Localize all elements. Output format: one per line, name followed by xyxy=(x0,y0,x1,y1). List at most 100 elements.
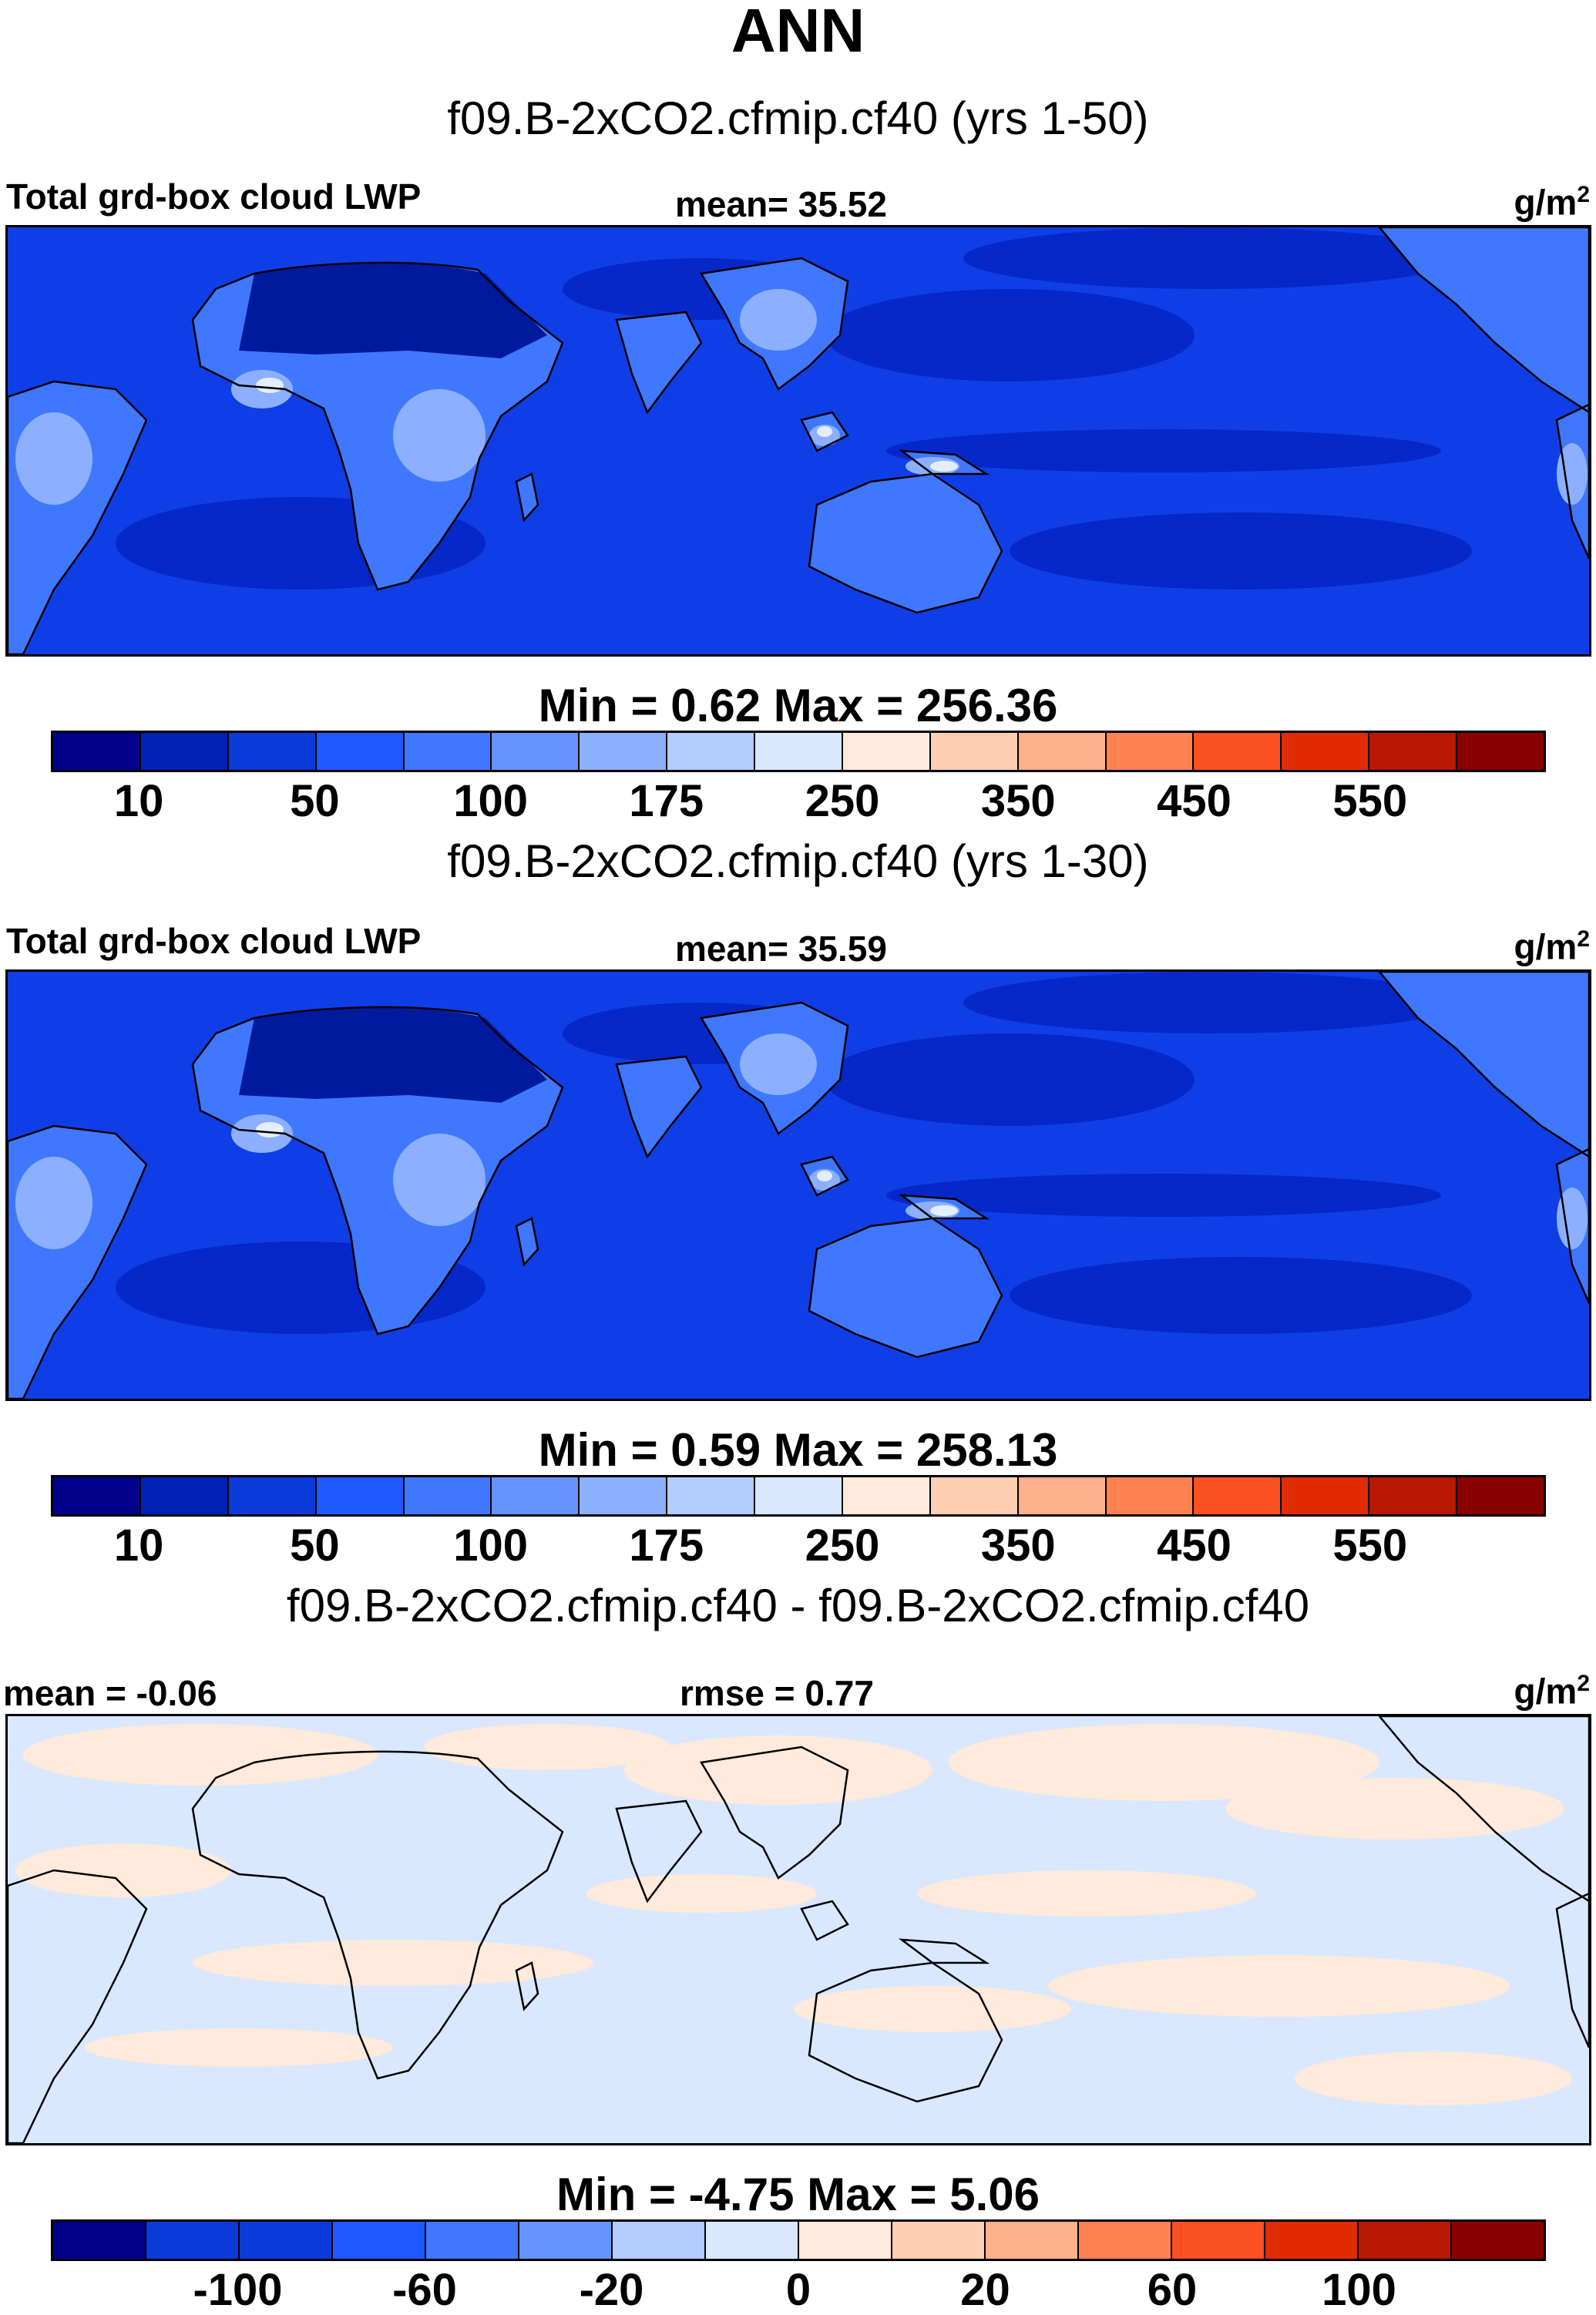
panel2-units: g/m2 xyxy=(1514,926,1590,967)
high-lwp-region xyxy=(740,1033,817,1095)
colorbar-tick-label: 350 xyxy=(980,776,1056,826)
subtropical-ocean-region xyxy=(963,972,1457,1033)
coastline xyxy=(808,1217,1003,1359)
peak-lwp-region xyxy=(256,1122,284,1137)
plot-title: ANN xyxy=(731,0,865,65)
colorbar-swatch xyxy=(755,733,843,770)
panel2-map xyxy=(5,969,1591,1401)
panel1-units: g/m2 xyxy=(1514,182,1590,223)
coastline xyxy=(8,380,148,654)
difference-background xyxy=(8,1716,1589,2143)
colorbar-swatch xyxy=(228,733,317,770)
positive-difference-region xyxy=(624,1735,932,1805)
panel1-subtitle: f09.B-2xCO2.cfmip.cf40 (yrs 1-50) xyxy=(447,92,1149,144)
colorbar-swatch xyxy=(1369,733,1457,770)
colorbar-swatch xyxy=(140,733,229,770)
colorbar-tick-label: 250 xyxy=(805,776,880,826)
coastline xyxy=(8,1124,148,1399)
colorbar-tick-label: 50 xyxy=(290,1520,340,1571)
colorbar-tick-label: 550 xyxy=(1332,1520,1408,1571)
panel1-variable-label: Total grd-box cloud LWP xyxy=(6,176,422,217)
panel2-minmax: Min = 0.59 Max = 258.13 xyxy=(538,1424,1058,1476)
panel2-colorbar xyxy=(51,1475,1546,1517)
coastline xyxy=(808,472,1003,614)
panel3-colorbar xyxy=(51,2219,1546,2261)
dry-desert-field xyxy=(239,1007,547,1103)
colorbar-swatch xyxy=(1282,1477,1370,1514)
colorbar-swatch xyxy=(930,1477,1019,1514)
colorbar-tick-label: 175 xyxy=(629,776,704,826)
high-lwp-region xyxy=(740,289,817,351)
colorbar-tick-label: 100 xyxy=(453,776,528,826)
colorbar-swatch xyxy=(667,733,755,770)
panel3-rmse-label: rmse = 0.77 xyxy=(680,1673,874,1713)
colorbar-tick-label: 50 xyxy=(290,776,340,826)
high-lwp-region xyxy=(15,412,92,505)
colorbar-tick-label: 450 xyxy=(1157,1520,1231,1571)
colorbar-swatch xyxy=(492,1477,580,1514)
subtropical-ocean-region xyxy=(825,1033,1194,1126)
colorbar-swatch xyxy=(519,2222,613,2259)
positive-difference-region xyxy=(15,1843,231,1897)
coastline xyxy=(515,1961,539,2011)
colorbar-tick-label: 100 xyxy=(1322,2265,1396,2315)
coastline xyxy=(1555,1892,1589,2048)
peak-lwp-region xyxy=(817,1171,832,1181)
colorbar-swatch xyxy=(580,733,668,770)
coastline xyxy=(615,311,703,415)
coastline xyxy=(191,1750,564,2080)
colorbar-tick-label: 20 xyxy=(960,2265,1010,2315)
colorbar-tick-label: 250 xyxy=(805,1520,880,1571)
positive-difference-region xyxy=(424,1724,670,1770)
land-field xyxy=(809,474,1002,613)
colorbar-swatch xyxy=(1265,2222,1359,2259)
colorbar-swatch xyxy=(492,733,580,770)
positive-difference-region xyxy=(1225,1778,1564,1840)
panel1-minmax: Min = 0.62 Max = 256.36 xyxy=(538,680,1058,731)
positive-difference-region xyxy=(794,1986,1071,2032)
peak-lwp-region xyxy=(930,1205,958,1216)
colorbar-tick-label: 100 xyxy=(453,1520,528,1571)
coastline xyxy=(898,449,990,475)
subtropical-ocean-region xyxy=(825,289,1194,381)
land-field xyxy=(1379,972,1589,1157)
coastline xyxy=(800,1900,849,1941)
colorbar-swatch xyxy=(706,2222,799,2259)
coastline xyxy=(191,261,564,591)
colorbar-tick-label: 10 xyxy=(113,1520,164,1571)
coastline xyxy=(898,1194,990,1220)
colorbar-swatch xyxy=(613,2222,706,2259)
coastline xyxy=(699,1001,849,1135)
colorbar-swatch xyxy=(1106,1477,1194,1514)
coastline xyxy=(615,1055,703,1159)
peak-lwp-region xyxy=(817,426,832,437)
colorbar-swatch xyxy=(1457,733,1544,770)
colorbar-tick-label: -20 xyxy=(579,2265,644,2315)
colorbar-tick-label: 0 xyxy=(785,2265,811,2315)
colorbar-tick-label: -100 xyxy=(193,2265,283,2315)
colorbar-swatch xyxy=(140,1477,229,1514)
peak-lwp-region xyxy=(930,461,958,472)
colorbar-swatch xyxy=(755,1477,843,1514)
colorbar-swatch xyxy=(986,2222,1079,2259)
positive-difference-region xyxy=(1048,1955,1510,2017)
panel1-mean-label: mean= 35.52 xyxy=(675,184,887,224)
panel2-colorbar-ticks: 10 50 100 175 250 350 450 550 xyxy=(51,1521,1546,1571)
positive-difference-region xyxy=(948,1724,1379,1801)
subtropical-ocean-region xyxy=(963,227,1457,289)
colorbar-swatch xyxy=(580,1477,668,1514)
land-field xyxy=(809,1218,1002,1357)
colorbar-swatch xyxy=(1194,733,1282,770)
colorbar-swatch xyxy=(404,1477,492,1514)
colorbar-swatch xyxy=(1172,2222,1265,2259)
subtropical-ocean-region xyxy=(1010,512,1472,590)
positive-difference-region xyxy=(586,1874,817,1913)
panel1-colorbar-ticks: 10 50 100 175 250 350 450 550 xyxy=(51,777,1546,826)
colorbar-swatch xyxy=(1018,1477,1107,1514)
coastline xyxy=(808,1961,1003,2103)
coastline xyxy=(1378,227,1589,414)
panel3-subtitle: f09.B-2xCO2.cfmip.cf40 - f09.B-2xCO2.cfm… xyxy=(286,1580,1310,1631)
colorbar-tick-label: 450 xyxy=(1157,776,1231,826)
colorbar-swatch xyxy=(146,2222,240,2259)
coastline xyxy=(800,1155,849,1197)
